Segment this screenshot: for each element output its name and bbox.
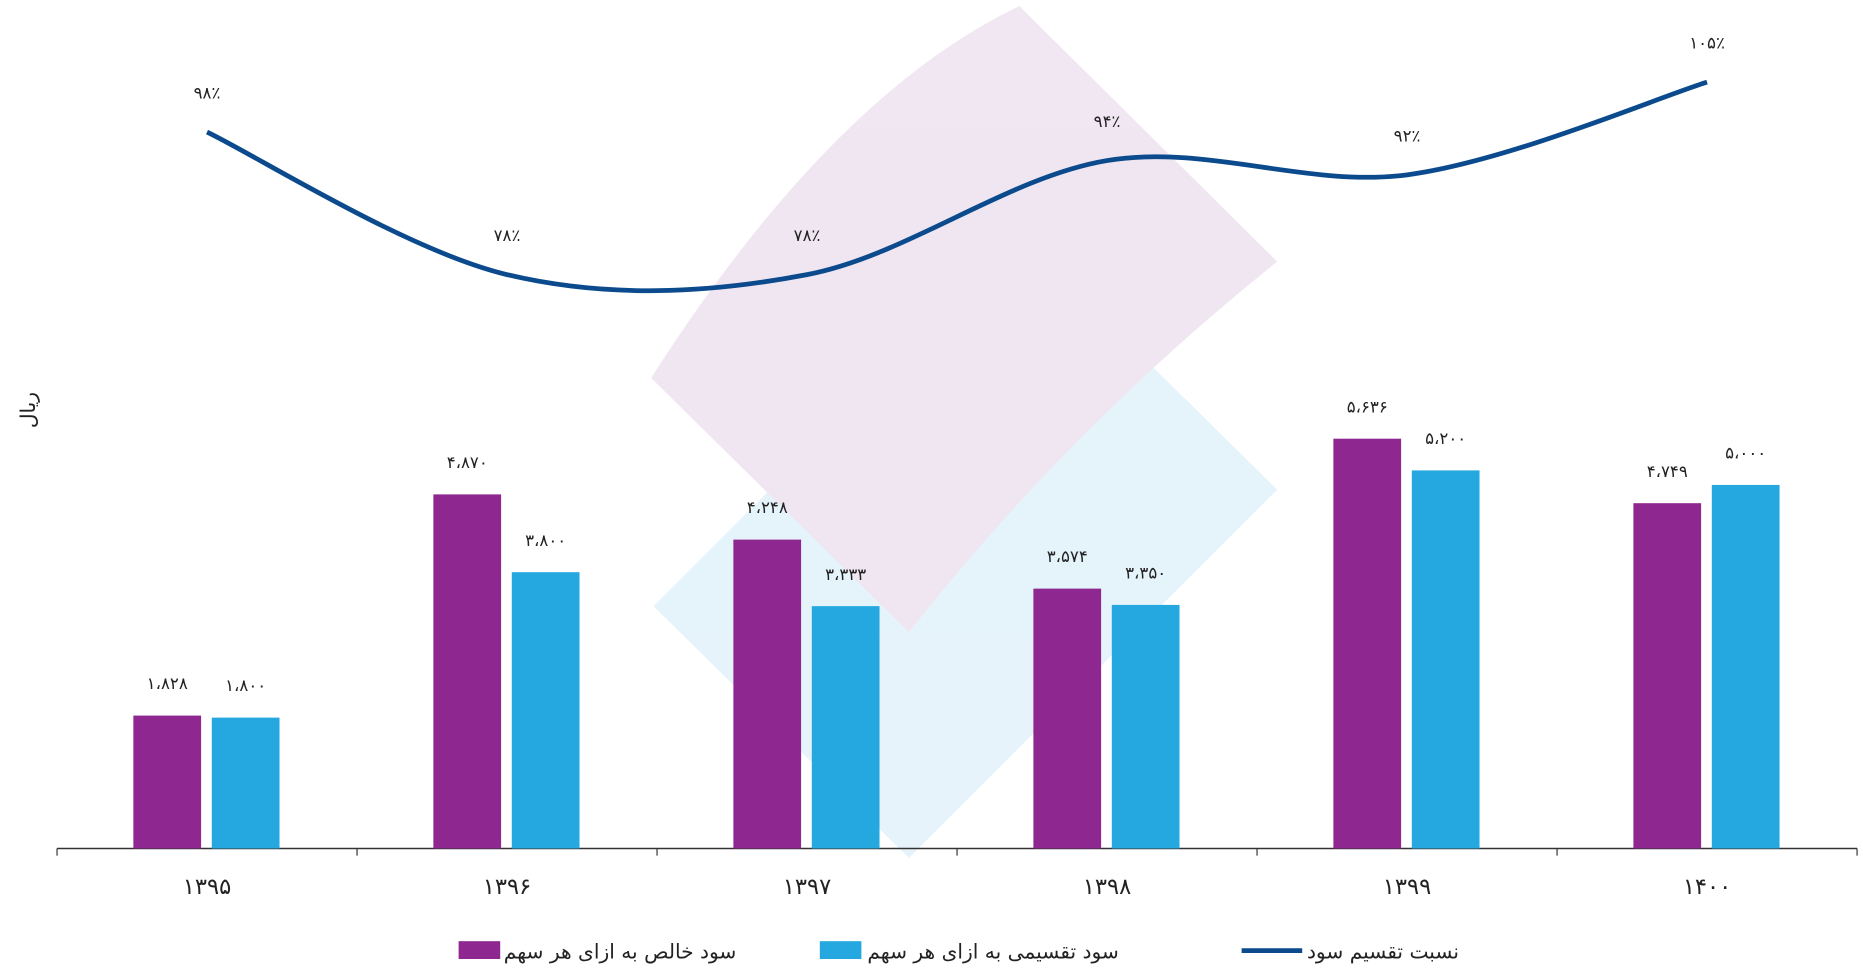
- bar: [1333, 438, 1402, 849]
- bar-value-label: ۵،۲۰۰: [1425, 429, 1466, 448]
- bar-value-label: ۳،۸۰۰: [525, 531, 566, 550]
- bar-value-label: ۴،۷۴۹: [1647, 462, 1688, 481]
- legend-label: نسبت تقسیم سود: [1307, 940, 1459, 964]
- bar-value-label: ۳،۵۷۴: [1047, 547, 1088, 566]
- bar: [733, 539, 802, 849]
- bar: [1633, 503, 1702, 849]
- x-tick-label: ۱۴۰۰: [1683, 874, 1731, 900]
- line-value-label: ۹۴٪: [1094, 112, 1121, 131]
- line-series: [206, 79, 1708, 294]
- line-value-label: ۹۲٪: [1394, 126, 1421, 145]
- legend-label: سود خالص به ازای هر سهم: [504, 940, 737, 964]
- line-value-label: ۱۰۵٪: [1689, 34, 1725, 53]
- x-tick-label: ۱۳۹۵: [183, 874, 231, 900]
- line-value-label: ۷۸٪: [794, 226, 821, 245]
- bar-value-label: ۵،۰۰۰: [1725, 444, 1766, 463]
- bar-value-label: ۱،۸۰۰: [225, 676, 266, 695]
- background-decoration: [651, 6, 1278, 859]
- bar: [1111, 604, 1180, 849]
- legend-label: سود تقسیمی به ازای هر سهم: [867, 940, 1119, 964]
- bar: [211, 717, 280, 849]
- x-tick-label: ۱۳۹۶: [483, 874, 531, 900]
- decor-purple: [651, 6, 1278, 633]
- x-tick-label: ۱۳۹۹: [1383, 874, 1431, 900]
- bar-value-label: ۴،۸۷۰: [447, 453, 488, 472]
- bar-value-label: ۳،۳۵۰: [1125, 564, 1166, 583]
- bar-value-label: ۱،۸۲۸: [147, 674, 188, 693]
- bar: [811, 606, 880, 849]
- bar: [511, 572, 580, 849]
- bar-value-label: ۳،۳۳۳: [825, 565, 866, 584]
- x-tick-label: ۱۳۹۸: [1083, 874, 1131, 900]
- legend-swatch: [819, 941, 862, 960]
- bar: [1033, 588, 1102, 849]
- line-value-label: ۷۸٪: [494, 226, 521, 245]
- bar: [1411, 470, 1480, 849]
- line-value-label: ۹۸٪: [194, 84, 221, 103]
- bar-value-label: ۴،۲۴۸: [747, 498, 788, 517]
- bar: [433, 494, 502, 849]
- legend-swatch: [458, 941, 501, 960]
- y-axis-label: ریال: [16, 392, 40, 428]
- bar: [1711, 484, 1780, 849]
- bar-value-label: ۵،۶۳۶: [1347, 397, 1388, 416]
- x-tick-label: ۱۳۹۷: [783, 874, 831, 900]
- bar: [133, 715, 202, 849]
